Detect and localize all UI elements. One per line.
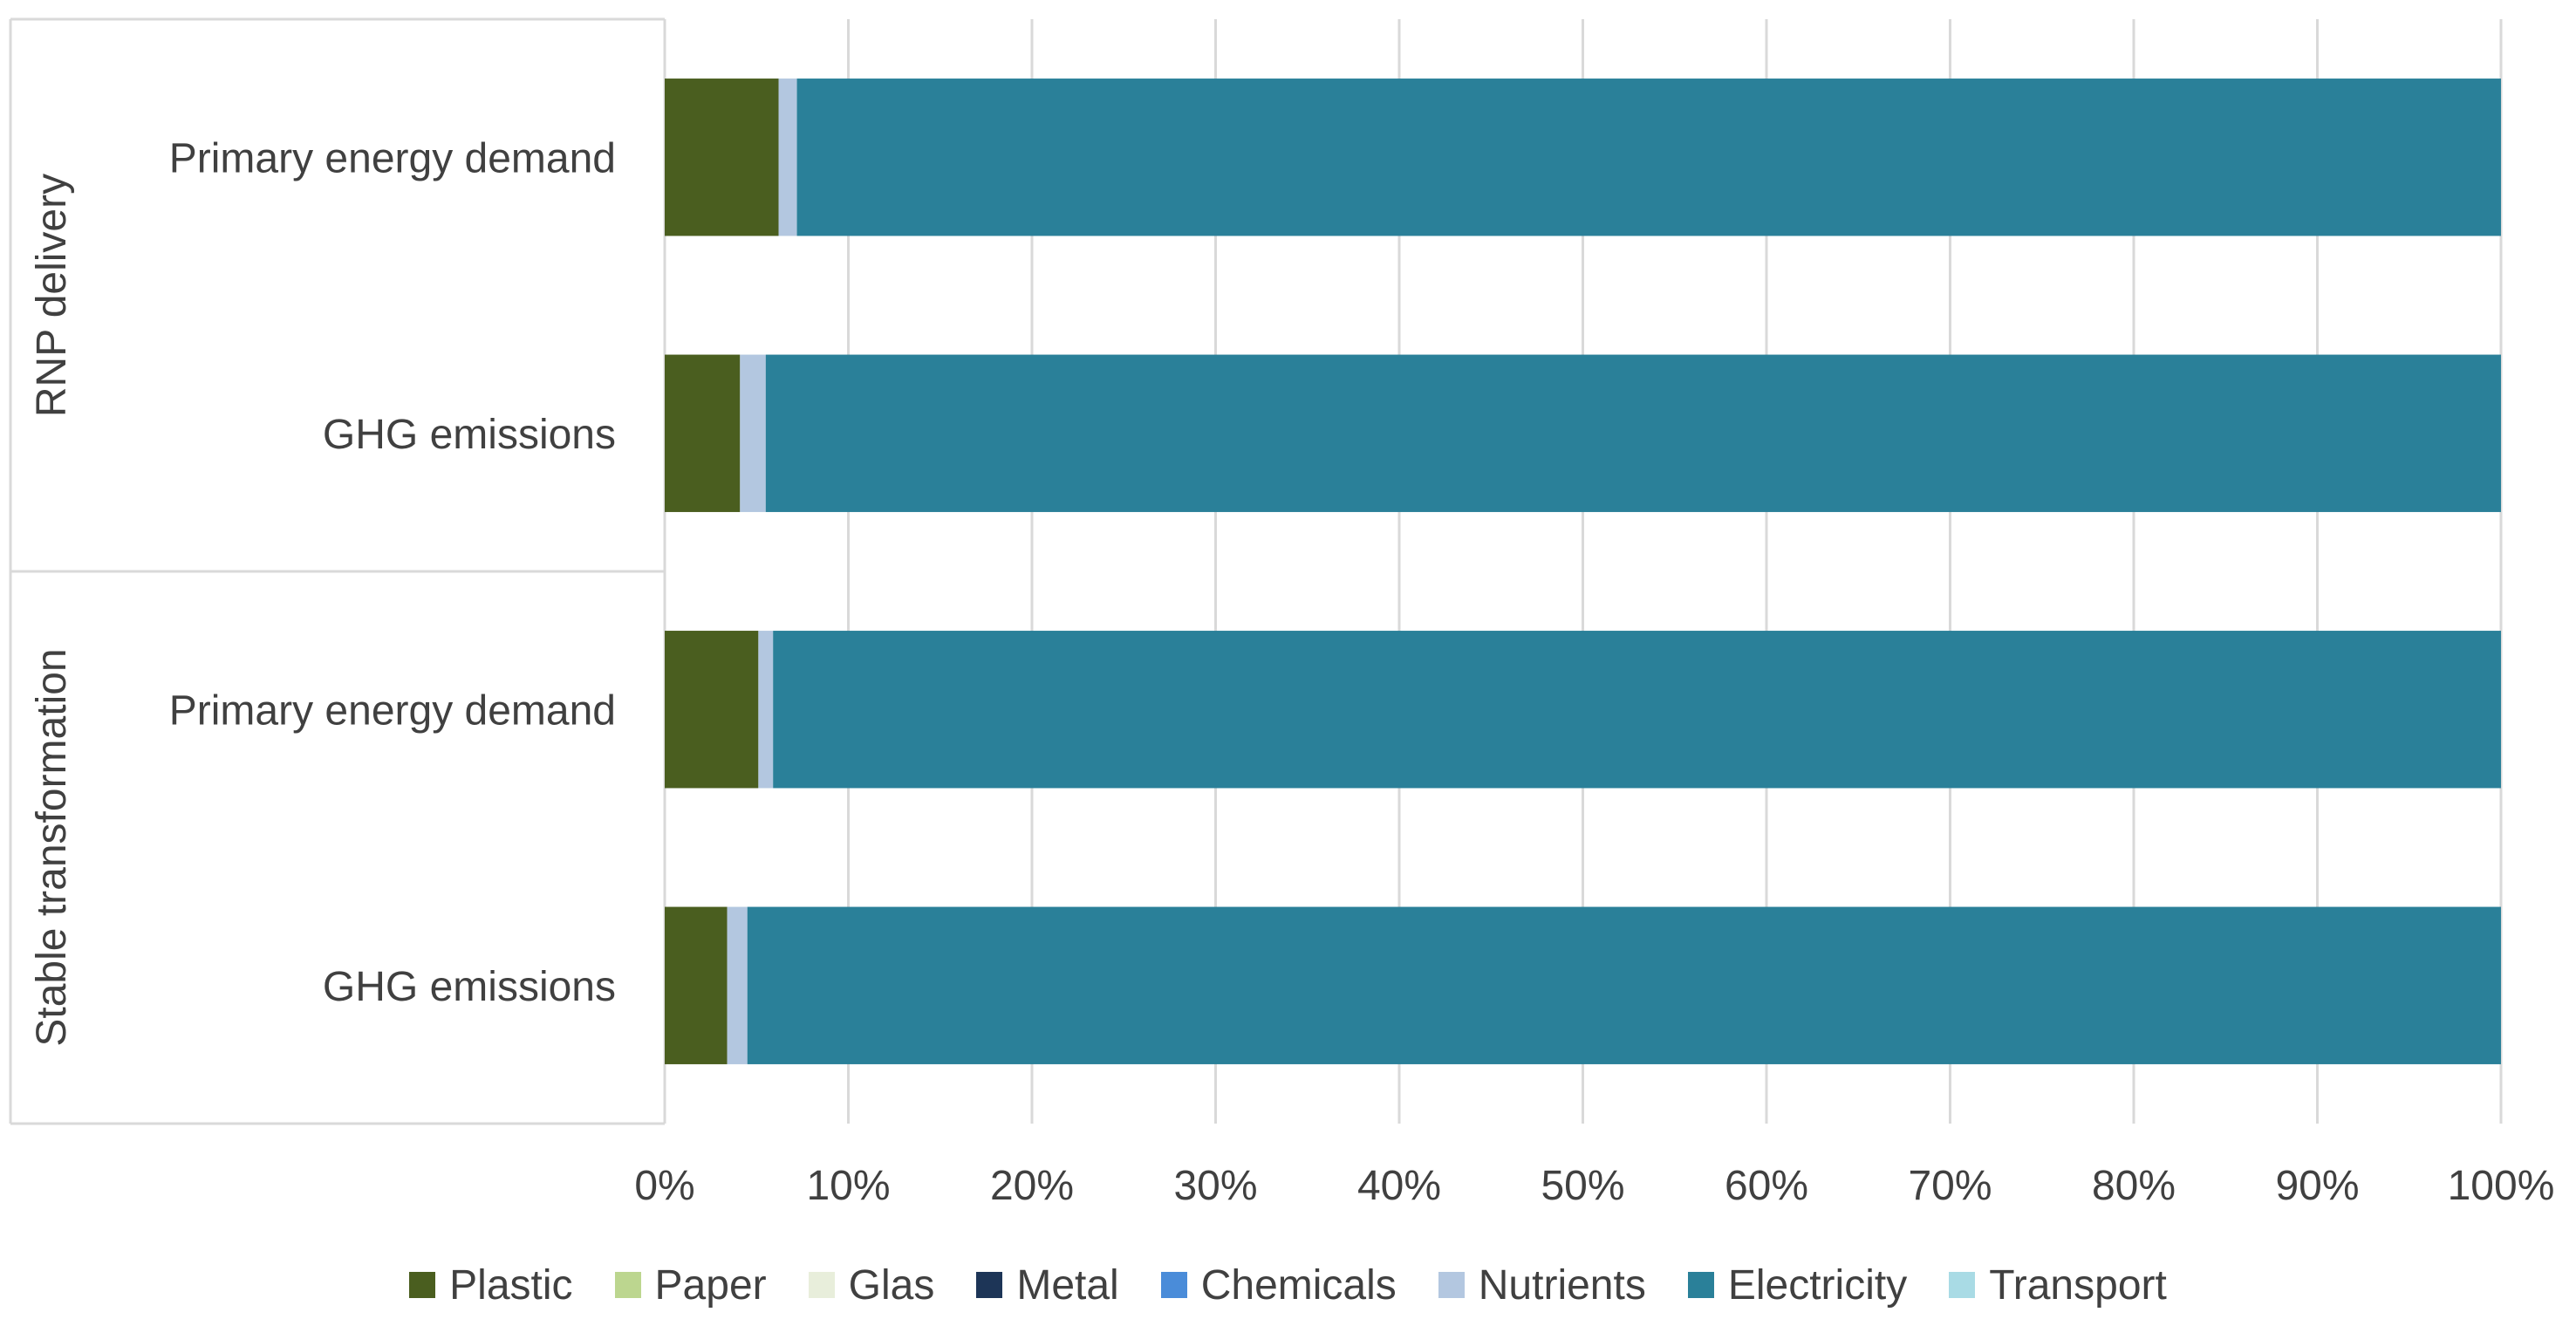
legend-item: Electricity: [1687, 1261, 1908, 1309]
bar-nutrients-segment: [758, 631, 774, 789]
legend-label: Chemicals: [1200, 1261, 1397, 1309]
legend-item: Chemicals: [1160, 1261, 1397, 1309]
x-tick-label: 80%: [2092, 1163, 2176, 1209]
legend-label: Nutrients: [1478, 1261, 1646, 1309]
group-label: RNP delivery: [29, 174, 75, 417]
bar-plastic-segment: [665, 631, 759, 789]
legend-swatch: [1160, 1272, 1187, 1298]
bar-plastic-segment: [665, 79, 779, 236]
legend-item: Plastic: [409, 1261, 573, 1309]
legend-swatch: [808, 1272, 835, 1298]
bar-nutrients-segment: [778, 79, 797, 236]
legend-label: Transport: [1989, 1261, 2167, 1309]
category-label: Primary energy demand: [169, 135, 616, 181]
category-label: GHG emissions: [323, 412, 616, 458]
bar-nutrients-segment: [727, 906, 748, 1064]
legend-item: Glas: [808, 1261, 935, 1309]
bar-electricity-segment: [747, 906, 2501, 1064]
legend-swatch: [614, 1272, 641, 1298]
x-tick-label: 90%: [2275, 1163, 2359, 1209]
group-label: Stable transformation: [29, 648, 75, 1046]
category-label: Primary energy demand: [169, 687, 616, 734]
bar-electricity-segment: [773, 631, 2501, 789]
x-tick-label: 100%: [2448, 1163, 2555, 1209]
x-tick-label: 60%: [1725, 1163, 1808, 1209]
x-tick-label: 0%: [634, 1163, 694, 1209]
legend-label: Plastic: [449, 1261, 573, 1309]
bar-electricity-segment: [796, 79, 2501, 236]
legend-swatch: [409, 1272, 436, 1298]
legend-label: Paper: [654, 1261, 767, 1309]
x-tick-label: 50%: [1541, 1163, 1624, 1209]
legend-item: Paper: [614, 1261, 767, 1309]
legend-label: Glas: [848, 1261, 935, 1309]
legend-item: Metal: [976, 1261, 1119, 1309]
bar-electricity-segment: [765, 354, 2501, 512]
x-tick-label: 70%: [1908, 1163, 1992, 1209]
legend-item: Transport: [1949, 1261, 2167, 1309]
x-tick-label: 20%: [990, 1163, 1074, 1209]
legend-swatch: [1949, 1272, 1976, 1298]
x-tick-label: 10%: [806, 1163, 890, 1209]
bar-nutrients-segment: [740, 354, 766, 512]
legend-swatch: [1687, 1272, 1714, 1298]
legend-label: Metal: [1016, 1261, 1119, 1309]
x-tick-label: 30%: [1173, 1163, 1257, 1209]
legend-swatch: [976, 1272, 1003, 1298]
legend-item: Nutrients: [1438, 1261, 1646, 1309]
legend-swatch: [1438, 1272, 1465, 1298]
legend: Plastic Paper Glas Metal Chemicals Nutrients E…: [0, 1254, 2576, 1316]
bar-plastic-segment: [665, 354, 741, 512]
legend-label: Electricity: [1727, 1261, 1908, 1309]
bar-plastic-segment: [665, 906, 728, 1064]
x-tick-label: 40%: [1357, 1163, 1441, 1209]
category-label: GHG emissions: [323, 964, 616, 1010]
